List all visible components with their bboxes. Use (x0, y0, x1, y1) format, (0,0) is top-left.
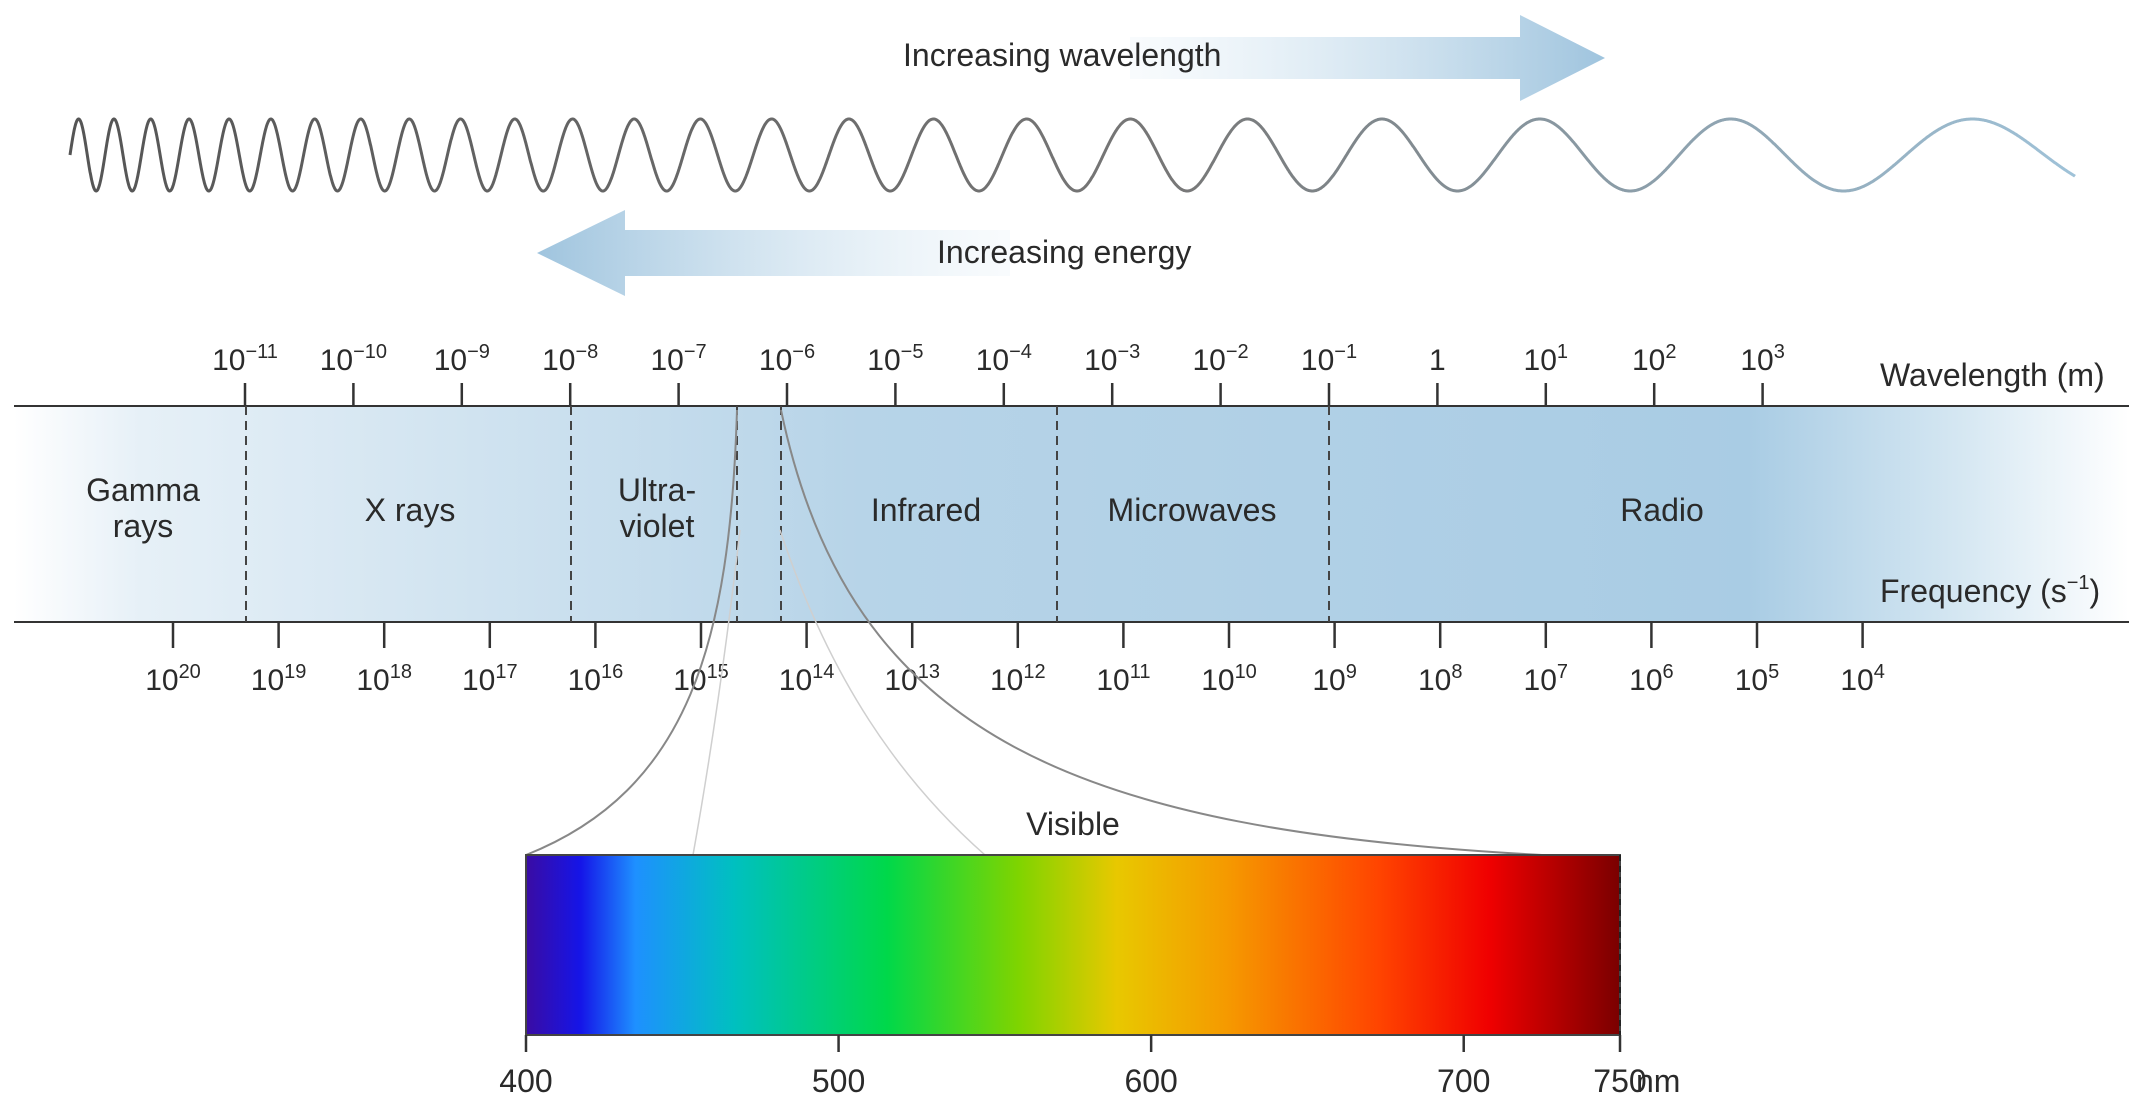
wavelength-tick-label: 10−3 (1084, 341, 1140, 377)
visible-spectrum-bar (525, 854, 1621, 1036)
region-label-radio: Radio (1620, 492, 1704, 528)
region-labels: Gamma rays X rays Ultra-violet Infrared Micro… (86, 472, 1704, 544)
spectrum-band (14, 406, 2129, 622)
frequency-tick-label: 1018 (356, 661, 412, 697)
visible-tick-label: 400 (499, 1063, 552, 1099)
visible-tick-label: 700 (1437, 1063, 1490, 1099)
frequency-tick-label: 106 (1629, 661, 1674, 697)
frequency-tick-label: 1013 (884, 661, 940, 697)
frequency-tick-label: 105 (1735, 661, 1780, 697)
frequency-tick-label: 1019 (251, 661, 307, 697)
visible-tick-label: 750 (1593, 1063, 1646, 1099)
wavelength-tick-label: 101 (1524, 341, 1569, 377)
wavelength-tick-label: 103 (1740, 341, 1785, 377)
frequency-tick-label: 1010 (1201, 661, 1257, 697)
frequency-tick-label: 1014 (779, 661, 835, 697)
frequency-tick-label: 107 (1524, 661, 1569, 697)
wavelength-axis-label: Wavelength (m) (1880, 357, 2105, 393)
visible-tick-label: 600 (1124, 1063, 1177, 1099)
increasing-energy-label: Increasing energy (937, 234, 1191, 270)
region-dividers (245, 406, 1330, 622)
wavelength-tick-label: 102 (1632, 341, 1677, 377)
frequency-tick-label: 1011 (1096, 661, 1150, 697)
frequency-tick-label: 109 (1312, 661, 1357, 697)
frequency-tick-label: 1012 (990, 661, 1046, 697)
visible-wavelength-ticks: 400 500 600 700 750 (499, 1035, 1647, 1099)
wavelength-tick-label: 10−11 (212, 341, 278, 377)
region-label-uv: Ultra-violet (618, 472, 696, 544)
region-label-infrared: Infrared (871, 492, 981, 528)
increasing-energy-arrow: Increasing energy (537, 210, 1191, 296)
wavelength-tick-label: 10−4 (976, 341, 1032, 377)
wavelength-tick-label: 10−2 (1193, 341, 1249, 377)
frequency-tick-label: 104 (1840, 661, 1885, 697)
visible-label: Visible (1026, 806, 1120, 842)
visible-zoom-lines (525, 409, 1543, 856)
region-label-xray: X rays (365, 492, 456, 528)
wavelength-tick-label: 10−8 (542, 341, 598, 377)
visible-unit-label: nm (1636, 1063, 1680, 1099)
frequency-ticks: 1020 1019 1018 1017 1016 1015 1014 1013 1012 1011… (145, 622, 1885, 697)
region-label-gamma: Gamma rays (86, 472, 200, 544)
region-label-microwaves: Microwaves (1108, 492, 1277, 528)
frequency-axis-label: Frequency (s−1) (1880, 572, 2100, 609)
wavelength-tick-label: 1 (1429, 344, 1446, 377)
increasing-wavelength-label: Increasing wavelength (903, 37, 1221, 73)
wavelength-ticks: 10−11 10−10 10−9 10−8 10−7 10−6 10−5 10−4 10−3 10… (212, 341, 1785, 406)
wavelength-tick-label: 10−7 (651, 341, 707, 377)
wavelength-tick-label: 10−6 (759, 341, 815, 377)
wavelength-tick-label: 10−9 (434, 341, 490, 377)
increasing-wavelength-arrow: Increasing wavelength (903, 15, 1605, 101)
wave-path (68, 117, 2076, 193)
frequency-tick-label: 1017 (462, 661, 518, 697)
wavelength-tick-label: 10−1 (1301, 341, 1357, 377)
frequency-tick-label: 1016 (568, 661, 624, 697)
frequency-tick-label: 108 (1418, 661, 1463, 697)
frequency-tick-label: 1020 (145, 661, 201, 697)
visible-tick-label: 500 (812, 1063, 865, 1099)
wavelength-tick-label: 10−10 (320, 341, 387, 377)
wavelength-tick-label: 10−5 (867, 341, 923, 377)
